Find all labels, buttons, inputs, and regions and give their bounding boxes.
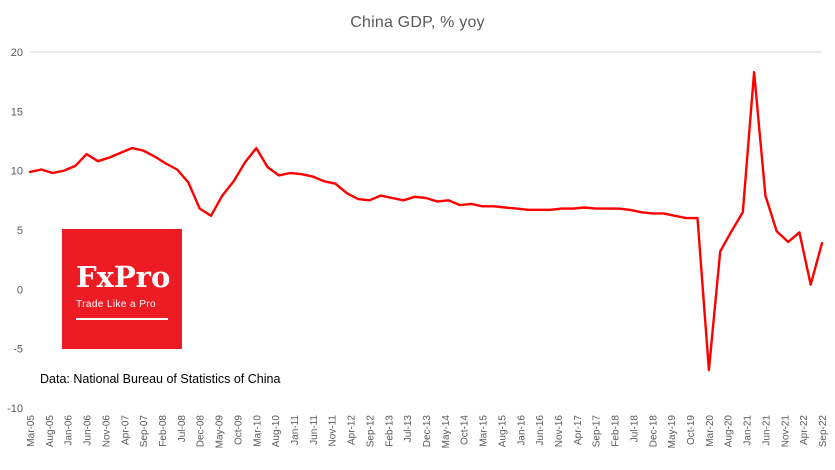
x-tick-label: Dec-08 [196,415,207,448]
fxpro-logo-tagline: Trade Like a Pro [76,299,156,310]
chart-title: China GDP, % yoy [350,14,485,31]
x-tick-label: Jul-08 [177,415,188,443]
x-tick-label: Oct-09 [233,415,244,445]
x-tick-label: Sep-12 [365,415,376,448]
x-tick-label: Dec-18 [648,415,659,448]
x-tick-label: Aug-05 [45,415,56,448]
x-tick-label: Jun-06 [83,415,94,446]
x-tick-label: Apr-17 [573,415,584,445]
y-tick-label: -5 [13,344,23,356]
x-tick-label: Nov-16 [554,415,565,448]
x-tick-label: Jun-21 [761,415,772,446]
y-tick-label: 15 [11,106,23,118]
y-tick-label: 20 [11,47,23,59]
x-tick-label: Sep-22 [818,415,829,448]
x-tick-label: Feb-18 [611,415,622,447]
data-source-note: Data: National Bureau of Statistics of C… [40,372,281,386]
x-tick-label: Jul-18 [629,415,640,443]
x-tick-label: Jun-11 [309,415,320,445]
fxpro-logo-text: FxPro [76,260,171,294]
y-tick-label: 10 [11,166,23,178]
x-tick-label: Apr-07 [120,415,131,445]
x-tick-label: Sep-07 [139,415,150,448]
fxpro-logo: FxPro Trade Like a Pro [62,229,182,349]
x-tick-label: Nov-21 [780,415,791,448]
x-tick-label: Apr-12 [347,415,358,445]
y-tick-label: -10 [7,403,23,415]
x-tick-label: Sep-17 [592,415,603,448]
x-tick-label: May-19 [667,415,678,449]
x-tick-label: May-09 [215,415,226,449]
x-tick-label: Aug-20 [724,415,735,448]
x-tick-label: Mar-15 [479,415,490,447]
y-tick-label: 5 [17,225,23,237]
x-tick-label: Mar-10 [252,415,263,447]
x-tick-label: Oct-14 [460,415,471,445]
x-tick-label: Mar-05 [26,415,37,447]
x-tick-label: May-14 [441,415,452,449]
x-tick-label: Oct-19 [686,415,697,445]
x-tick-label: Jan-21 [743,415,754,446]
x-tick-label: Feb-13 [384,415,395,447]
x-tick-label: Jun-16 [535,415,546,446]
x-tick-label: Nov-06 [101,415,112,448]
x-tick-label: Mar-20 [705,415,716,447]
gdp-line-series [28,70,824,372]
x-tick-label: Aug-10 [271,415,282,448]
y-tick-label: 0 [17,284,23,296]
x-tick-label: Nov-11 [328,415,339,447]
x-tick-label: Jan-06 [64,415,75,446]
x-tick-label: Dec-13 [422,415,433,448]
x-tick-label: Apr-22 [799,415,810,445]
x-tick-label: Jul-13 [403,415,414,443]
x-tick-label: Jan-11 [290,415,301,445]
x-tick-label: Feb-08 [158,415,169,447]
fxpro-logo-rule [76,318,168,320]
x-tick-label: Aug-15 [497,415,508,448]
x-tick-label: Jan-16 [516,415,527,446]
